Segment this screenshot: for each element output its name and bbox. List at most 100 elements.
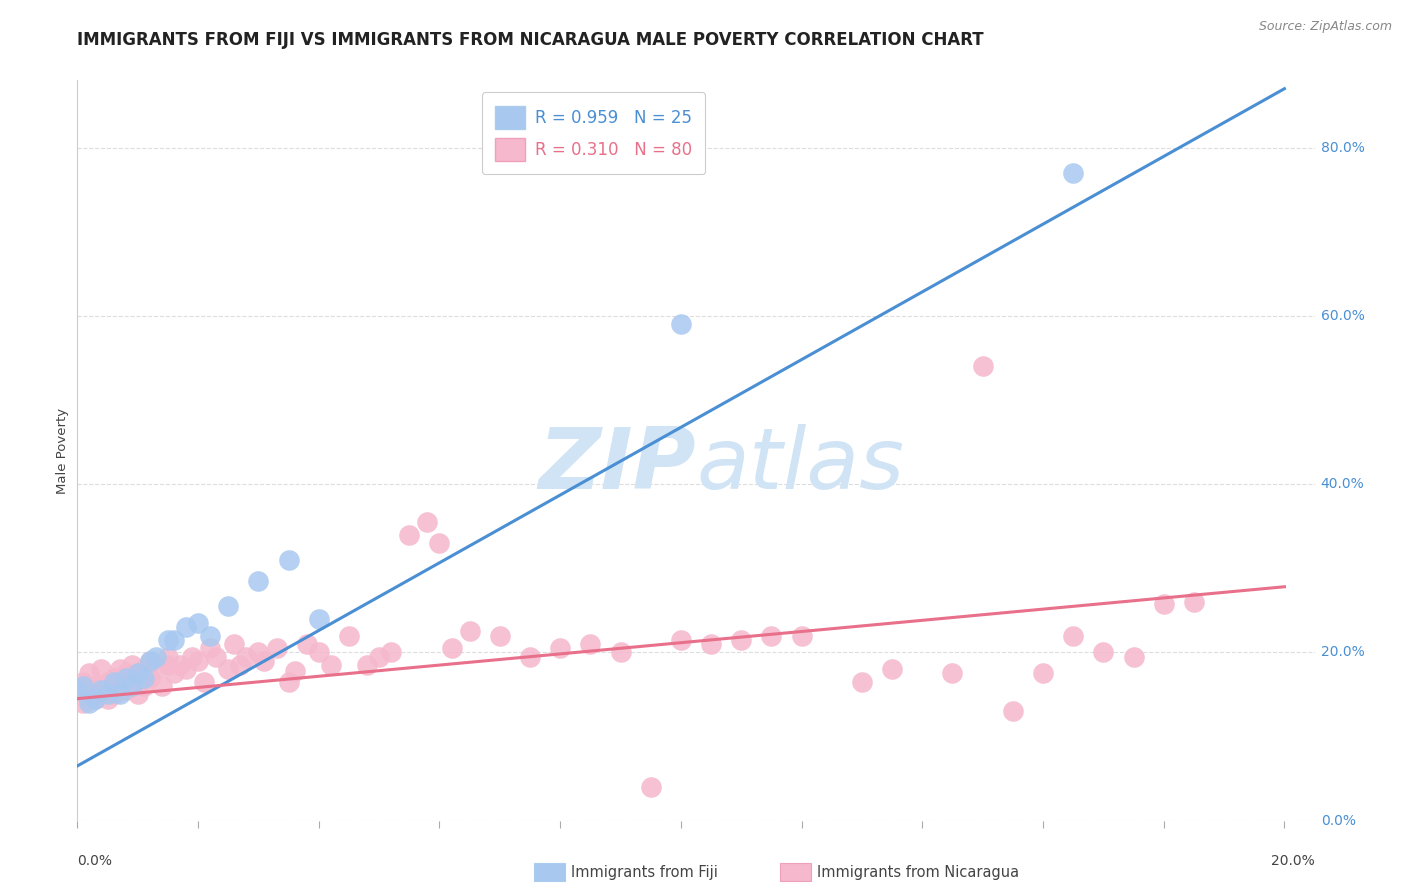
Point: [127, 666, 149, 681]
Point: [972, 359, 994, 374]
Point: [548, 641, 571, 656]
Point: [90, 679, 112, 693]
Point: [224, 637, 246, 651]
Legend: R = 0.959   N = 25, R = 0.310   N = 80: R = 0.959 N = 25, R = 0.310 N = 80: [482, 92, 706, 175]
Point: [114, 683, 136, 698]
Point: [337, 628, 360, 642]
Point: [79, 696, 101, 710]
Point: [429, 536, 451, 550]
Point: [941, 666, 963, 681]
Point: [169, 658, 191, 673]
Point: [295, 637, 318, 651]
Text: 60.0%: 60.0%: [1320, 309, 1365, 323]
Point: [174, 662, 197, 676]
Point: [440, 641, 463, 656]
Point: [114, 666, 136, 681]
Point: [277, 674, 299, 689]
Point: [96, 688, 118, 702]
Point: [72, 696, 94, 710]
Point: [187, 615, 209, 630]
Point: [882, 662, 904, 676]
Point: [1062, 166, 1084, 180]
Point: [1001, 704, 1024, 718]
Point: [266, 641, 288, 656]
Point: [277, 553, 299, 567]
Text: IMMIGRANTS FROM FIJI VS IMMIGRANTS FROM NICARAGUA MALE POVERTY CORRELATION CHART: IMMIGRANTS FROM FIJI VS IMMIGRANTS FROM …: [77, 31, 984, 49]
Point: [156, 632, 179, 647]
Point: [132, 662, 155, 676]
Point: [103, 688, 125, 702]
Point: [1032, 666, 1054, 681]
Point: [198, 628, 221, 642]
Point: [145, 662, 167, 676]
Point: [181, 649, 204, 664]
Point: [114, 671, 136, 685]
Text: Immigrants from Fiji: Immigrants from Fiji: [571, 865, 717, 880]
Point: [108, 688, 131, 702]
Point: [156, 658, 179, 673]
Point: [103, 674, 125, 689]
Text: Source: ZipAtlas.com: Source: ZipAtlas.com: [1258, 20, 1392, 33]
Point: [669, 318, 692, 332]
Point: [398, 527, 420, 541]
Point: [458, 624, 481, 639]
Point: [79, 666, 101, 681]
Point: [139, 654, 162, 668]
Point: [163, 632, 186, 647]
Point: [193, 674, 215, 689]
Point: [380, 645, 402, 659]
Point: [700, 637, 723, 651]
Point: [90, 662, 112, 676]
Point: [121, 658, 143, 673]
Point: [247, 574, 270, 588]
Point: [253, 654, 276, 668]
Point: [139, 654, 162, 668]
Point: [229, 658, 252, 673]
Point: [217, 599, 239, 613]
Text: 40.0%: 40.0%: [1320, 477, 1365, 491]
Point: [761, 628, 783, 642]
Point: [79, 688, 101, 702]
Point: [851, 674, 873, 689]
Point: [96, 674, 118, 689]
Point: [356, 658, 378, 673]
Point: [1182, 595, 1205, 609]
Point: [66, 683, 89, 698]
Point: [156, 649, 179, 664]
Point: [319, 658, 342, 673]
Point: [579, 637, 602, 651]
Text: 0.0%: 0.0%: [77, 854, 112, 868]
Text: 80.0%: 80.0%: [1320, 141, 1365, 154]
Point: [96, 691, 118, 706]
Point: [132, 679, 155, 693]
Point: [790, 628, 813, 642]
Point: [730, 632, 752, 647]
Point: [72, 679, 94, 693]
Point: [132, 671, 155, 685]
Text: ZIP: ZIP: [538, 424, 696, 507]
Text: atlas: atlas: [696, 424, 904, 507]
Point: [247, 645, 270, 659]
Point: [139, 671, 162, 685]
Point: [488, 628, 510, 642]
Point: [1153, 598, 1175, 612]
Point: [519, 649, 541, 664]
Point: [150, 679, 173, 693]
Point: [205, 649, 228, 664]
Point: [609, 645, 631, 659]
Point: [90, 683, 112, 698]
Point: [84, 691, 107, 706]
Point: [121, 674, 143, 689]
Point: [217, 662, 239, 676]
Point: [108, 662, 131, 676]
Text: 20.0%: 20.0%: [1271, 854, 1315, 868]
Point: [1092, 645, 1115, 659]
Point: [1122, 649, 1144, 664]
Point: [284, 664, 307, 678]
Point: [108, 679, 131, 693]
Point: [84, 679, 107, 693]
Text: 0.0%: 0.0%: [1320, 814, 1355, 828]
Point: [308, 645, 330, 659]
Point: [174, 620, 197, 634]
Point: [103, 671, 125, 685]
